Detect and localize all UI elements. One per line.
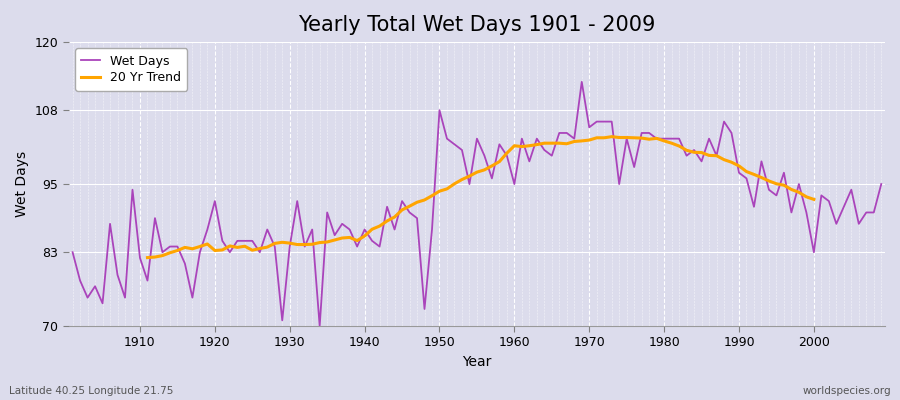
20 Yr Trend: [607, 134, 617, 139]
Line: Wet Days: Wet Days: [73, 82, 881, 326]
Wet Days: [576, 80, 587, 84]
20 Yr Trend: [344, 235, 355, 240]
Legend: Wet Days, 20 Yr Trend: Wet Days, 20 Yr Trend: [75, 48, 187, 91]
20 Yr Trend: [786, 187, 796, 192]
Wet Days: [509, 182, 520, 186]
Wet Days: [127, 187, 138, 192]
Title: Yearly Total Wet Days 1901 - 2009: Yearly Total Wet Days 1901 - 2009: [298, 15, 655, 35]
Line: 20 Yr Trend: 20 Yr Trend: [148, 137, 814, 258]
20 Yr Trend: [718, 157, 729, 162]
Wet Days: [614, 182, 625, 186]
20 Yr Trend: [142, 255, 153, 260]
Text: Latitude 40.25 Longitude 21.75: Latitude 40.25 Longitude 21.75: [9, 386, 174, 396]
Y-axis label: Wet Days: Wet Days: [15, 151, 29, 217]
20 Yr Trend: [614, 135, 625, 140]
Wet Days: [344, 227, 355, 232]
Text: worldspecies.org: worldspecies.org: [803, 386, 891, 396]
Wet Days: [314, 324, 325, 328]
20 Yr Trend: [232, 245, 243, 250]
20 Yr Trend: [704, 153, 715, 158]
Wet Days: [876, 182, 886, 186]
Wet Days: [292, 199, 302, 204]
Wet Days: [68, 250, 78, 255]
Wet Days: [517, 136, 527, 141]
20 Yr Trend: [808, 197, 819, 202]
X-axis label: Year: Year: [463, 355, 491, 369]
